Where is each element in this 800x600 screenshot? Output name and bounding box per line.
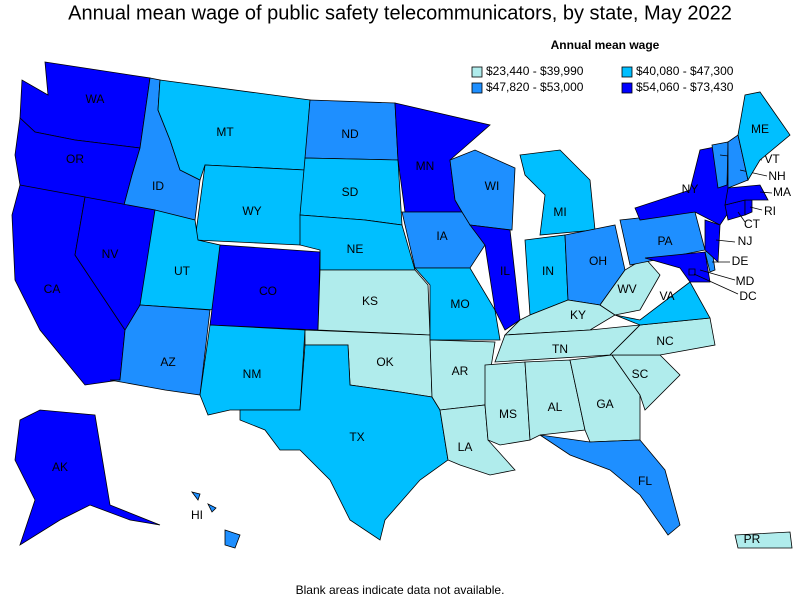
state-label: SD [342, 185, 359, 199]
state-label: KS [362, 294, 378, 308]
state-label: NJ [738, 234, 753, 248]
leader-line [737, 211, 746, 223]
state-label: PR [744, 532, 761, 546]
state [734, 531, 793, 549]
state-label: VA [659, 289, 674, 303]
legend-label: $54,060 - $73,430 [636, 80, 734, 94]
leader-line [699, 269, 736, 281]
legend-title: Annual mean wage [551, 38, 660, 52]
state [737, 91, 791, 182]
state-label: FL [638, 474, 652, 488]
legend-label: $23,440 - $39,990 [486, 64, 584, 78]
state [724, 184, 769, 206]
state-label: VT [764, 152, 780, 166]
state-label: NC [656, 334, 674, 348]
state-label: UT [174, 264, 191, 278]
state [711, 141, 729, 189]
state-label: IA [436, 229, 447, 243]
state [688, 268, 696, 276]
states: WA OR ID MT WY ND SD NE CA NV UT AZ CO NM KS OK TX MN IA MO… [11, 61, 793, 549]
state-label: ID [152, 179, 164, 193]
state-label: AR [452, 364, 469, 378]
leader-line [749, 206, 763, 211]
legend: $23,440 - $39,990 $40,080 - $47,300 $47,82… [471, 64, 734, 94]
state-label: IN [542, 264, 554, 278]
state-label: HI [191, 508, 203, 522]
state-label: MI [553, 205, 566, 219]
state [401, 211, 486, 269]
state-label: CA [44, 282, 61, 296]
state [524, 359, 586, 441]
state-label: AZ [160, 355, 175, 369]
state-label: MS [499, 407, 517, 421]
state-label: PA [657, 234, 672, 248]
state-label: MO [450, 297, 469, 311]
state-label: ME [751, 122, 769, 136]
state [157, 79, 311, 181]
leader-line [715, 239, 736, 243]
state-label: NE [347, 242, 364, 256]
state-label: NH [768, 169, 785, 183]
footnote: Blank areas indicate data not available. [296, 583, 505, 597]
state-label: NV [102, 247, 119, 261]
state-label: CT [744, 217, 761, 231]
state-label: GA [596, 397, 613, 411]
state-label: NY [682, 182, 699, 196]
state-label: DE [732, 254, 749, 268]
state [539, 434, 681, 536]
state-label: ND [341, 127, 359, 141]
state [14, 409, 161, 546]
map-title: Annual mean wage of public safety teleco… [68, 2, 732, 24]
state-label: MN [416, 159, 435, 173]
legend-swatch [621, 66, 633, 78]
state [599, 257, 661, 316]
legend-swatch [471, 82, 483, 94]
legend-swatch [471, 66, 483, 78]
state-label: OH [589, 254, 607, 268]
legend-label: $40,080 - $47,300 [636, 64, 734, 78]
state-label: OR [66, 152, 84, 166]
state-label: KY [570, 308, 586, 322]
state [609, 317, 716, 356]
state [191, 491, 241, 549]
state [519, 149, 596, 236]
leader-line [739, 169, 768, 177]
state-label: CO [259, 284, 277, 298]
state-label: MD [736, 274, 755, 288]
leader-line [693, 273, 739, 295]
state-label: IL [500, 264, 510, 278]
state-label: MA [773, 185, 791, 199]
state-label: MT [216, 125, 234, 139]
state-label: AL [548, 400, 563, 414]
state-label: AK [52, 460, 68, 474]
state [317, 269, 431, 336]
state [239, 344, 449, 541]
state [484, 361, 531, 446]
state [469, 224, 521, 331]
state-label: WI [485, 179, 500, 193]
state [109, 304, 211, 396]
legend-label: $47,820 - $53,000 [486, 80, 584, 94]
state [704, 219, 721, 263]
state-label: TN [552, 342, 568, 356]
state-label: DC [739, 289, 757, 303]
state-label: WA [86, 92, 105, 106]
state-label: WV [617, 282, 636, 296]
state-label: TX [349, 430, 364, 444]
legend-swatch [621, 82, 633, 94]
state [614, 281, 711, 326]
state-label: LA [458, 440, 473, 454]
state-label: WY [242, 204, 261, 218]
state-label: NM [243, 367, 262, 381]
state-label: SC [632, 367, 649, 381]
state-label: RI [764, 204, 776, 218]
state [414, 267, 501, 341]
state-label: OK [376, 355, 393, 369]
leader-line [759, 191, 773, 194]
